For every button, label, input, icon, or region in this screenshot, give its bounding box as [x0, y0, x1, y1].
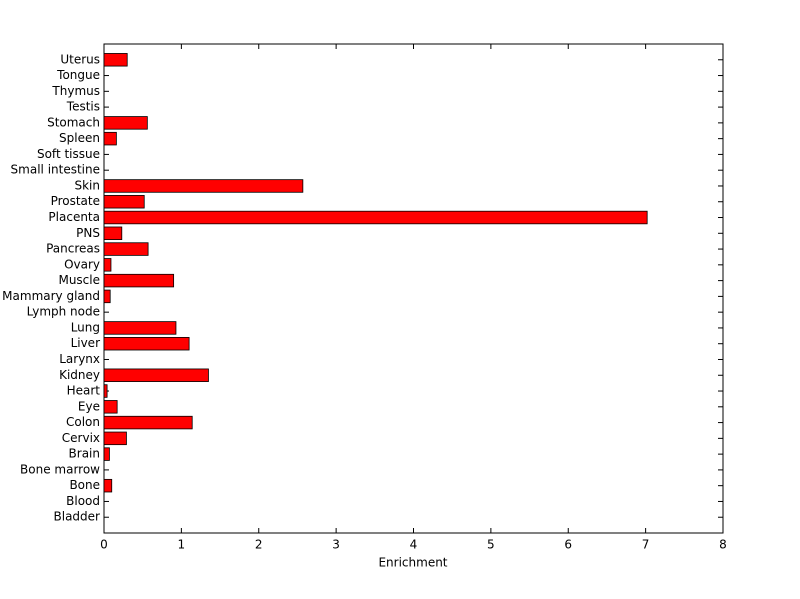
- plot-frame: [103, 43, 724, 534]
- y-tick-label: PNS: [76, 226, 100, 240]
- y-tick-label: Testis: [66, 100, 100, 114]
- y-tick-label: Cervix: [62, 431, 100, 445]
- y-tick-label: Bladder: [54, 510, 101, 524]
- bar: [103, 179, 304, 193]
- bar: [103, 226, 123, 241]
- bar: [103, 273, 175, 288]
- y-tick-label: Mammary gland: [2, 289, 100, 303]
- bar: [103, 321, 177, 335]
- bar: [103, 478, 113, 493]
- y-tick-label: Bone marrow: [20, 462, 100, 476]
- y-tick-label: Ovary: [64, 257, 100, 271]
- y-tick-label: Kidney: [59, 368, 100, 382]
- x-tick-label: 8: [719, 538, 727, 552]
- bar: [103, 336, 190, 351]
- y-tick-label: Brain: [69, 447, 100, 461]
- y-tick-label: Liver: [71, 336, 101, 350]
- y-tick-label: Larynx: [59, 352, 100, 366]
- y-tick-label: Bone: [69, 478, 100, 492]
- y-tick-label: Eye: [78, 399, 100, 413]
- y-tick-label: Prostate: [51, 194, 100, 208]
- bar: [103, 131, 117, 146]
- y-tick-label: Spleen: [59, 131, 100, 145]
- y-tick-label: Tongue: [56, 68, 100, 82]
- y-tick-label: Pancreas: [46, 242, 100, 256]
- x-tick-label: 1: [178, 538, 186, 552]
- y-tick-label: Lung: [71, 320, 100, 334]
- x-tick-label: 5: [487, 538, 495, 552]
- bar: [103, 368, 209, 382]
- bar: [103, 242, 149, 256]
- bar: [103, 195, 145, 209]
- y-tick-label: Uterus: [60, 52, 100, 66]
- y-tick-label: Lymph node: [27, 305, 100, 319]
- bar: [103, 210, 648, 225]
- y-tick-label: Heart: [67, 384, 101, 398]
- bar: [103, 53, 128, 67]
- bar: [103, 384, 108, 398]
- bar: [103, 289, 111, 304]
- bar: [103, 447, 110, 461]
- x-tick-label: 0: [100, 538, 108, 552]
- x-tick-label: 2: [255, 538, 263, 552]
- y-tick-label: Thymus: [51, 84, 100, 98]
- bar: [103, 400, 118, 414]
- y-tick-label: Soft tissue: [37, 147, 100, 161]
- y-tick-label: Placenta: [48, 210, 100, 224]
- y-tick-label: Blood: [66, 494, 100, 508]
- y-tick-label: Colon: [66, 415, 100, 429]
- x-tick-label: 4: [410, 538, 418, 552]
- bar: [103, 116, 148, 130]
- y-tick-label: Stomach: [47, 115, 100, 129]
- x-axis-label: Enrichment: [378, 556, 447, 570]
- x-tick-label: 7: [642, 538, 650, 552]
- bar: [103, 415, 193, 430]
- bar: [103, 258, 112, 272]
- bar: [103, 431, 127, 446]
- x-tick-label: 3: [332, 538, 340, 552]
- y-tick-label: Small intestine: [11, 163, 100, 177]
- x-tick-label: 6: [564, 538, 572, 552]
- y-tick-label: Skin: [74, 178, 100, 192]
- y-tick-label: Muscle: [58, 273, 100, 287]
